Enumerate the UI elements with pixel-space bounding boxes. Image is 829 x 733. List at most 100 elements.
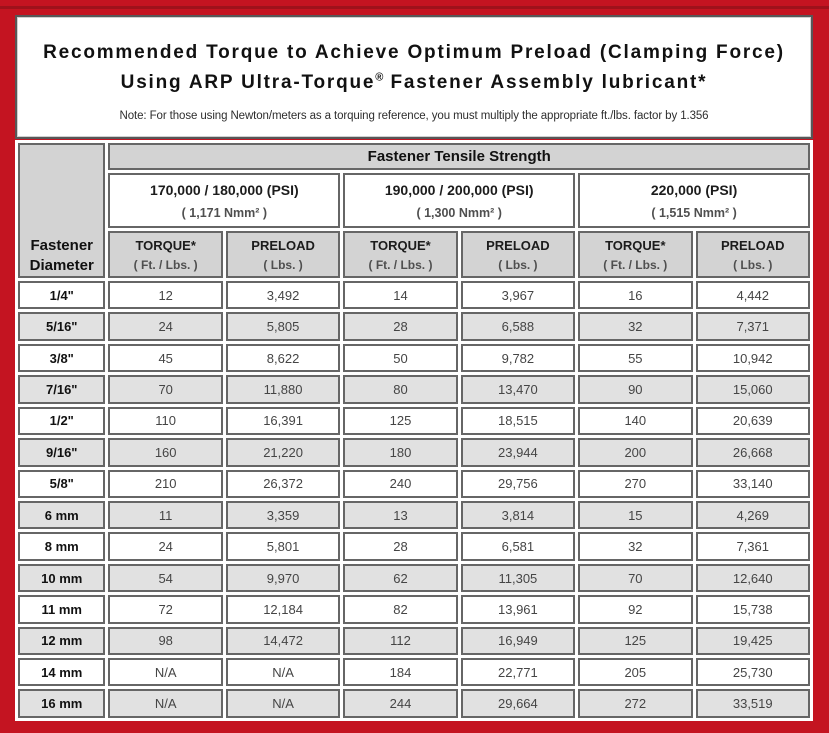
- value-cell: 55: [578, 343, 693, 373]
- value-cell: 28: [343, 312, 458, 341]
- diameter-cell: 12 mm: [18, 626, 106, 656]
- preload-column-header: PRELOAD ( Lbs. ): [695, 231, 810, 278]
- value-cell: 12,640: [695, 563, 810, 593]
- value-cell: 200: [578, 438, 693, 467]
- value-cell: 140: [578, 406, 693, 436]
- value-cell: 6,588: [460, 312, 576, 341]
- value-cell: 11,305: [460, 563, 576, 593]
- value-cell: 26,668: [695, 438, 810, 467]
- value-cell: 9,782: [460, 343, 576, 373]
- value-cell: 16: [578, 281, 693, 310]
- sub-header-row: TORQUE* ( Ft. / Lbs. ) PRELOAD ( Lbs. ) …: [18, 231, 810, 278]
- value-cell: 70: [578, 563, 693, 593]
- table-row: 10 mm 54 9,970 62 11,305 70 12,640: [18, 563, 810, 593]
- table-body: 1/4" 12 3,492 14 3,967 16 4,442 5/16" 24 5,805 28 6…: [18, 281, 810, 718]
- table-row: 7/16" 70 11,880 80 13,470 90 15,060: [18, 375, 810, 404]
- value-cell: 14,472: [225, 626, 341, 656]
- value-cell: 180: [343, 438, 458, 467]
- diameter-cell: 1/2": [18, 406, 106, 436]
- value-cell: 18,515: [460, 406, 576, 436]
- value-cell: 13,470: [460, 375, 576, 404]
- value-cell: 110: [108, 406, 223, 436]
- value-cell: 50: [343, 343, 458, 373]
- diameter-cell: 1/4": [18, 281, 106, 310]
- value-cell: 32: [578, 532, 693, 561]
- value-cell: 5,805: [225, 312, 341, 341]
- value-cell: 210: [108, 469, 223, 498]
- diameter-cell: 7/16": [18, 375, 106, 404]
- value-cell: 24: [108, 532, 223, 561]
- value-cell: 23,944: [460, 438, 576, 467]
- value-cell: 205: [578, 658, 693, 687]
- registered-trademark-symbol: ®: [375, 72, 384, 85]
- value-cell: 12,184: [225, 595, 341, 624]
- preload-unit: ( Lbs. ): [498, 257, 538, 272]
- title-line-2-prefix: Using ARP Ultra-Torque: [120, 72, 376, 94]
- value-cell: 125: [578, 626, 693, 656]
- value-cell: 112: [343, 626, 458, 656]
- value-cell: 29,664: [460, 689, 576, 718]
- diameter-cell: 10 mm: [18, 563, 106, 593]
- nmm-value: ( 1,515 Nmm² ): [651, 205, 737, 220]
- psi-value: 220,000 (PSI): [650, 181, 738, 198]
- value-cell: 270: [578, 469, 693, 498]
- value-cell: 244: [343, 689, 458, 718]
- title-line-2-suffix: Fastener Assembly lubricant*: [383, 72, 708, 94]
- value-cell: 10,942: [695, 343, 810, 373]
- value-cell: 32: [578, 312, 693, 341]
- torque-unit: ( Ft. / Lbs. ): [603, 257, 668, 272]
- table-row: 5/16" 24 5,805 28 6,588 32 7,371: [18, 312, 810, 341]
- nmm-value: ( 1,171 Nmm² ): [181, 205, 268, 220]
- preload-label: PRELOAD: [251, 237, 315, 253]
- value-cell: 4,269: [695, 500, 810, 530]
- preload-label: PRELOAD: [486, 237, 550, 253]
- diameter-cell: 16 mm: [18, 689, 106, 718]
- value-cell: 184: [343, 658, 458, 687]
- value-cell: 80: [343, 375, 458, 404]
- table-row: 14 mm N/A N/A 184 22,771 205 25,730: [18, 658, 810, 687]
- table-row: 8 mm 24 5,801 28 6,581 32 7,361: [18, 532, 810, 561]
- value-cell: 7,361: [695, 532, 810, 561]
- value-cell: 3,967: [460, 281, 576, 310]
- value-cell: 92: [578, 595, 693, 624]
- value-cell: 45: [108, 343, 223, 373]
- value-cell: 19,425: [695, 626, 810, 656]
- group-header-tensile-strength: Fastener Tensile Strength: [108, 143, 810, 170]
- diameter-cell: 14 mm: [18, 658, 106, 687]
- table-row: 16 mm N/A N/A 244 29,664 272 33,519: [18, 689, 810, 718]
- value-cell: 272: [578, 689, 693, 718]
- strength-column-220: 220,000 (PSI) ( 1,515 Nmm² ): [578, 173, 810, 228]
- torque-column-header: TORQUE* ( Ft. / Lbs. ): [343, 231, 458, 278]
- value-cell: 70: [108, 375, 223, 404]
- value-cell: 20,639: [695, 406, 810, 436]
- corner-header-fastener-diameter: Fastener Diameter: [18, 143, 106, 278]
- nmm-value: ( 1,300 Nmm² ): [416, 205, 502, 220]
- value-cell: 4,442: [695, 281, 810, 310]
- diameter-cell: 3/8": [18, 343, 106, 373]
- strength-column-170-180: 170,000 / 180,000 (PSI) ( 1,171 Nmm² ): [108, 173, 341, 228]
- value-cell: 240: [343, 469, 458, 498]
- value-cell: 26,372: [225, 469, 341, 498]
- preload-unit: ( Lbs. ): [733, 257, 773, 272]
- value-cell: 33,140: [695, 469, 810, 498]
- value-cell: N/A: [108, 689, 223, 718]
- strength-column-190-200: 190,000 / 200,000 (PSI) ( 1,300 Nmm² ): [343, 173, 576, 228]
- value-cell: 13,961: [460, 595, 576, 624]
- value-cell: 82: [343, 595, 458, 624]
- table-row: 1/2" 110 16,391 125 18,515 140 20,639: [18, 406, 810, 436]
- diameter-cell: 5/16": [18, 312, 106, 341]
- value-cell: 21,220: [225, 438, 341, 467]
- value-cell: 125: [343, 406, 458, 436]
- group-header-row: Fastener Diameter Fastener Tensile Stren…: [18, 143, 810, 278]
- value-cell: 28: [343, 532, 458, 561]
- value-cell: 98: [108, 626, 223, 656]
- value-cell: 25,730: [695, 658, 810, 687]
- diameter-cell: 8 mm: [18, 532, 106, 561]
- value-cell: 11,880: [225, 375, 341, 404]
- value-cell: 14: [343, 281, 458, 310]
- value-cell: 7,371: [695, 312, 810, 341]
- value-cell: 15,060: [695, 375, 810, 404]
- torque-label: TORQUE*: [605, 237, 666, 253]
- value-cell: 6,581: [460, 532, 576, 561]
